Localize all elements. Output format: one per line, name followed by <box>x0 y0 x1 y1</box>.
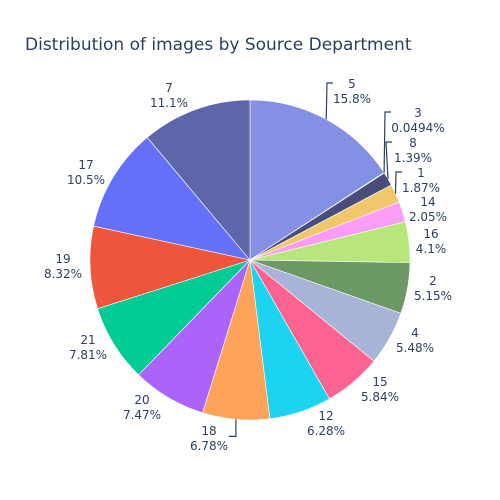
slice-label-percent: 5.15% <box>414 289 452 303</box>
slice-label-percent: 5.84% <box>361 390 399 404</box>
slice-label-15: 15 5.84% <box>361 375 399 404</box>
slice-label-5: 5 15.8% <box>333 77 371 106</box>
slice-label-name: 17 <box>78 158 93 172</box>
slice-label-percent: 5.48% <box>396 341 434 355</box>
slice-label-percent: 8.32% <box>44 267 82 281</box>
slice-label-name: 2 <box>429 274 437 288</box>
slice-label-percent: 7.47% <box>123 408 161 422</box>
slice-label-percent: 15.8% <box>333 92 371 106</box>
slice-label-percent: 1.87% <box>402 181 440 195</box>
slice-label-name: 19 <box>55 252 70 266</box>
slice-label-percent: 10.5% <box>67 173 105 187</box>
slice-label-percent: 0.0494% <box>391 121 444 135</box>
leader-line-8 <box>386 142 392 179</box>
slice-label-name: 5 <box>348 77 356 91</box>
slice-label-19: 19 8.32% <box>44 252 82 281</box>
slice-label-12: 12 6.28% <box>307 409 345 438</box>
slice-label-14: 14 2.05% <box>409 195 447 224</box>
slice-label-percent: 6.78% <box>190 439 228 453</box>
slice-label-percent: 7.81% <box>69 348 107 362</box>
slice-label-21: 21 7.81% <box>69 333 107 362</box>
slice-label-name: 12 <box>318 409 333 423</box>
slice-label-4: 4 5.48% <box>396 326 434 355</box>
chart-title: Distribution of images by Source Departm… <box>25 35 412 55</box>
slice-label-percent: 2.05% <box>409 210 447 224</box>
slice-label-18: 18 6.78% <box>190 424 228 453</box>
slice-label-name: 21 <box>80 333 95 347</box>
leader-line-18 <box>229 419 236 436</box>
slice-label-percent: 11.1% <box>150 96 188 110</box>
slice-label-name: 7 <box>165 81 173 95</box>
slice-label-name: 20 <box>134 393 149 407</box>
slice-label-name: 3 <box>414 106 422 120</box>
slice-label-name: 16 <box>423 227 438 241</box>
slice-label-20: 20 7.47% <box>123 393 161 422</box>
slice-label-8: 8 1.39% <box>394 136 432 165</box>
slice-label-1: 1 1.87% <box>402 166 440 195</box>
pie-slices <box>90 100 410 420</box>
slice-label-17: 17 10.5% <box>67 158 105 187</box>
slice-label-name: 18 <box>201 424 216 438</box>
slice-label-name: 14 <box>420 195 435 209</box>
slice-label-name: 1 <box>417 166 425 180</box>
slice-label-16: 16 4.1% <box>416 227 447 256</box>
slice-label-percent: 1.39% <box>394 151 432 165</box>
slice-label-name: 4 <box>411 326 419 340</box>
slice-label-name: 15 <box>372 375 387 389</box>
slice-label-2: 2 5.15% <box>414 274 452 303</box>
slice-label-name: 8 <box>409 136 417 150</box>
slice-label-percent: 4.1% <box>416 242 447 256</box>
slice-label-7: 7 11.1% <box>150 81 188 110</box>
slice-label-percent: 6.28% <box>307 424 345 438</box>
slice-label-3: 3 0.0494% <box>391 106 444 135</box>
